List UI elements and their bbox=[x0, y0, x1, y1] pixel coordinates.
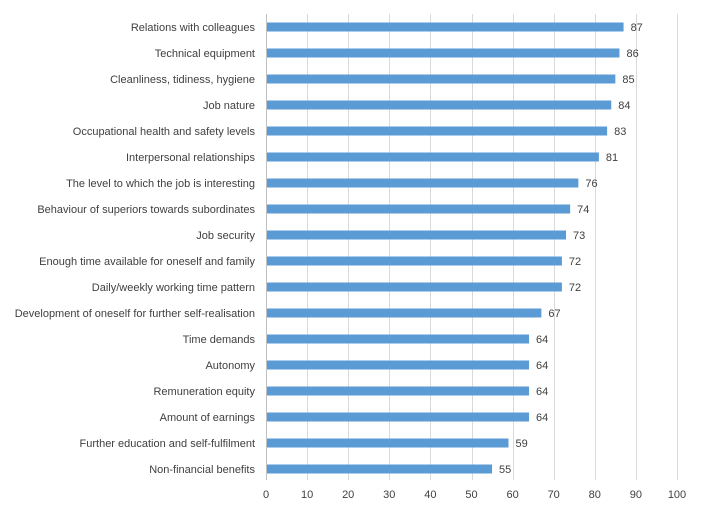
x-tick-label: 80 bbox=[589, 489, 601, 501]
x-tick-label: 30 bbox=[383, 489, 395, 501]
category-label: Amount of earnings bbox=[160, 412, 256, 424]
category-label: Further education and self-fulfilment bbox=[80, 438, 255, 450]
data-label: 73 bbox=[573, 230, 585, 242]
x-tick-label: 70 bbox=[548, 489, 560, 501]
category-label: Daily/weekly working time pattern bbox=[92, 282, 255, 294]
data-label: 81 bbox=[606, 152, 618, 164]
data-label: 72 bbox=[569, 256, 581, 268]
data-label: 67 bbox=[548, 308, 560, 320]
bar bbox=[267, 178, 579, 188]
x-tick-label: 100 bbox=[668, 489, 686, 501]
data-label: 74 bbox=[577, 204, 589, 216]
category-label: Enough time available for oneself and fa… bbox=[39, 256, 255, 268]
bars bbox=[267, 22, 624, 474]
value-labels: 87 86 85 84 83 81 76 74 73 72 72 67 64 64 64 64 59 55 bbox=[499, 22, 643, 476]
bar bbox=[267, 360, 530, 370]
x-tick-label: 50 bbox=[465, 489, 477, 501]
category-label: Autonomy bbox=[205, 360, 255, 372]
bar bbox=[267, 126, 608, 136]
data-label: 59 bbox=[515, 438, 527, 450]
data-label: 64 bbox=[536, 334, 548, 346]
data-label: 64 bbox=[536, 386, 548, 398]
data-label: 64 bbox=[536, 360, 548, 372]
category-label: Non-financial benefits bbox=[149, 464, 255, 476]
x-tick-label: 60 bbox=[506, 489, 518, 501]
x-axis-ticks: 0 10 20 30 40 50 60 70 80 90 100 bbox=[263, 489, 686, 501]
bar bbox=[267, 152, 599, 162]
x-tick-label: 40 bbox=[424, 489, 436, 501]
bar bbox=[267, 100, 612, 110]
bar bbox=[267, 308, 542, 318]
bar bbox=[267, 282, 562, 292]
x-tick-label: 20 bbox=[342, 489, 354, 501]
category-label: Occupational health and safety levels bbox=[73, 126, 256, 138]
data-label: 87 bbox=[631, 22, 643, 34]
category-label: Relations with colleagues bbox=[131, 22, 256, 34]
bar bbox=[267, 464, 493, 474]
data-label: 55 bbox=[499, 464, 511, 476]
data-label: 76 bbox=[585, 178, 597, 190]
category-label: Behaviour of superiors towards subordina… bbox=[37, 204, 255, 216]
bar bbox=[267, 204, 571, 214]
category-label: Interpersonal relationships bbox=[126, 152, 256, 164]
data-label: 86 bbox=[626, 48, 638, 60]
category-label: Time demands bbox=[183, 334, 256, 346]
bar bbox=[267, 74, 616, 84]
bar bbox=[267, 386, 530, 396]
bar bbox=[267, 412, 530, 422]
x-tick-label: 0 bbox=[263, 489, 269, 501]
x-tick-label: 90 bbox=[630, 489, 642, 501]
bar bbox=[267, 230, 567, 240]
category-labels: Relations with colleagues Technical equip… bbox=[15, 22, 256, 476]
bar bbox=[267, 438, 509, 448]
category-label: Development of oneself for further self-… bbox=[15, 308, 255, 320]
category-label: Job nature bbox=[203, 100, 255, 112]
bar bbox=[267, 48, 620, 58]
data-label: 85 bbox=[622, 74, 634, 86]
category-label: The level to which the job is interestin… bbox=[66, 178, 255, 190]
category-label: Remuneration equity bbox=[153, 386, 255, 398]
bar bbox=[267, 22, 624, 32]
bar bbox=[267, 256, 562, 266]
data-label: 64 bbox=[536, 412, 548, 424]
category-label: Job security bbox=[196, 230, 255, 242]
data-label: 83 bbox=[614, 126, 626, 138]
bar bbox=[267, 334, 530, 344]
data-label: 84 bbox=[618, 100, 630, 112]
category-label: Technical equipment bbox=[155, 48, 255, 60]
data-label: 72 bbox=[569, 282, 581, 294]
grid-lines bbox=[266, 14, 678, 480]
category-label: Cleanliness, tidiness, hygiene bbox=[110, 74, 255, 86]
x-tick-label: 10 bbox=[301, 489, 313, 501]
